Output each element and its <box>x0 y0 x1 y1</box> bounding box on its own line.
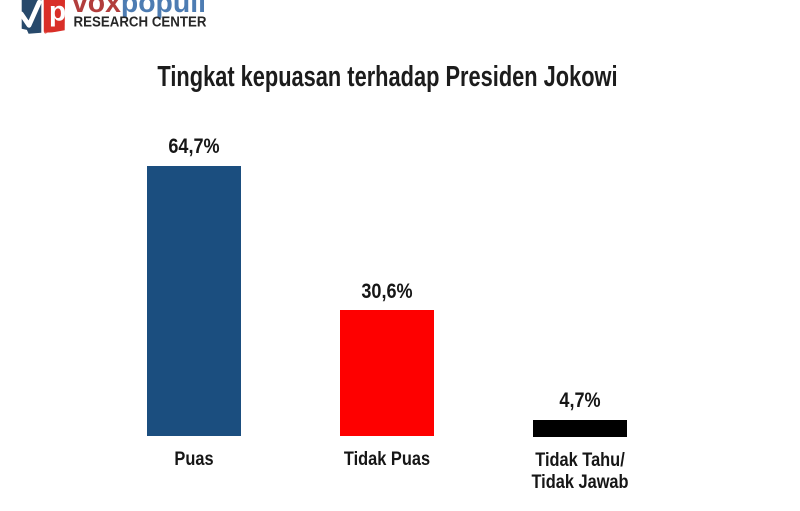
svg-text:voxpopuli: voxpopuli <box>72 0 206 19</box>
svg-text:p: p <box>49 0 66 27</box>
svg-text:RESEARCH CENTER: RESEARCH CENTER <box>74 15 207 31</box>
